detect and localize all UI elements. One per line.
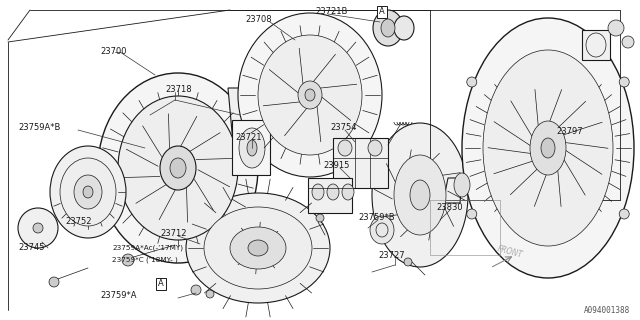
Ellipse shape: [258, 35, 362, 155]
Ellipse shape: [541, 138, 555, 158]
Ellipse shape: [467, 209, 477, 219]
Ellipse shape: [83, 186, 93, 198]
Ellipse shape: [50, 146, 126, 238]
Text: 23721B: 23721B: [315, 7, 348, 17]
Ellipse shape: [239, 128, 265, 168]
Text: 23759*B: 23759*B: [358, 213, 395, 222]
Ellipse shape: [18, 208, 58, 248]
Ellipse shape: [316, 214, 324, 222]
Ellipse shape: [204, 207, 312, 289]
Bar: [232, 120, 270, 175]
Ellipse shape: [327, 184, 339, 200]
Ellipse shape: [305, 89, 315, 101]
Text: 23754: 23754: [330, 124, 356, 132]
Ellipse shape: [467, 77, 477, 87]
Ellipse shape: [186, 193, 330, 303]
Text: 23718: 23718: [165, 85, 191, 94]
Ellipse shape: [373, 10, 403, 46]
Text: 23721: 23721: [235, 133, 262, 142]
Ellipse shape: [372, 123, 468, 267]
Ellipse shape: [404, 258, 412, 266]
Ellipse shape: [298, 81, 322, 109]
Ellipse shape: [312, 184, 324, 200]
Ellipse shape: [483, 50, 613, 246]
Ellipse shape: [342, 184, 354, 200]
Text: 23915: 23915: [323, 161, 349, 170]
Ellipse shape: [170, 158, 186, 178]
Ellipse shape: [394, 16, 414, 40]
Ellipse shape: [368, 140, 382, 156]
Ellipse shape: [622, 36, 634, 48]
Ellipse shape: [118, 96, 238, 240]
Ellipse shape: [60, 158, 116, 226]
Text: FRONT: FRONT: [496, 244, 524, 260]
Ellipse shape: [370, 216, 394, 244]
Ellipse shape: [122, 254, 134, 266]
Ellipse shape: [381, 19, 395, 37]
Text: 23797: 23797: [556, 127, 582, 137]
Ellipse shape: [191, 285, 201, 295]
Ellipse shape: [462, 18, 634, 278]
Ellipse shape: [206, 290, 214, 298]
Ellipse shape: [338, 140, 352, 156]
Text: 23759A*Ac(-’17MY): 23759A*Ac(-’17MY): [112, 245, 183, 251]
Bar: [308, 178, 352, 213]
Text: 23727: 23727: [378, 252, 404, 260]
Bar: [333, 138, 388, 188]
Text: 23745: 23745: [18, 244, 45, 252]
Ellipse shape: [620, 77, 629, 87]
Ellipse shape: [230, 227, 286, 269]
Text: 23830: 23830: [436, 204, 463, 212]
Text: 23708: 23708: [245, 15, 271, 25]
Polygon shape: [198, 238, 248, 263]
Polygon shape: [443, 178, 462, 203]
Ellipse shape: [620, 209, 629, 219]
Ellipse shape: [410, 180, 430, 210]
Text: 23759*C (’18MY- ): 23759*C (’18MY- ): [112, 257, 178, 263]
Text: 23759*A: 23759*A: [100, 292, 136, 300]
Ellipse shape: [247, 140, 257, 156]
Ellipse shape: [33, 223, 43, 233]
Bar: [430, 200, 500, 255]
Ellipse shape: [98, 73, 258, 263]
Bar: [582, 30, 610, 60]
Ellipse shape: [394, 155, 446, 235]
Ellipse shape: [608, 20, 624, 36]
Ellipse shape: [74, 175, 102, 209]
Text: A: A: [158, 279, 164, 289]
Text: 23752: 23752: [65, 218, 92, 227]
Ellipse shape: [160, 146, 196, 190]
Ellipse shape: [454, 173, 470, 197]
Polygon shape: [228, 88, 263, 143]
Ellipse shape: [49, 277, 59, 287]
Ellipse shape: [238, 13, 382, 177]
Ellipse shape: [248, 240, 268, 256]
Ellipse shape: [530, 121, 566, 175]
Text: 23700: 23700: [100, 47, 127, 57]
Text: 23759A*B: 23759A*B: [18, 124, 60, 132]
Text: 23712: 23712: [160, 229, 186, 238]
Text: A: A: [379, 7, 385, 17]
Text: A094001388: A094001388: [584, 306, 630, 315]
